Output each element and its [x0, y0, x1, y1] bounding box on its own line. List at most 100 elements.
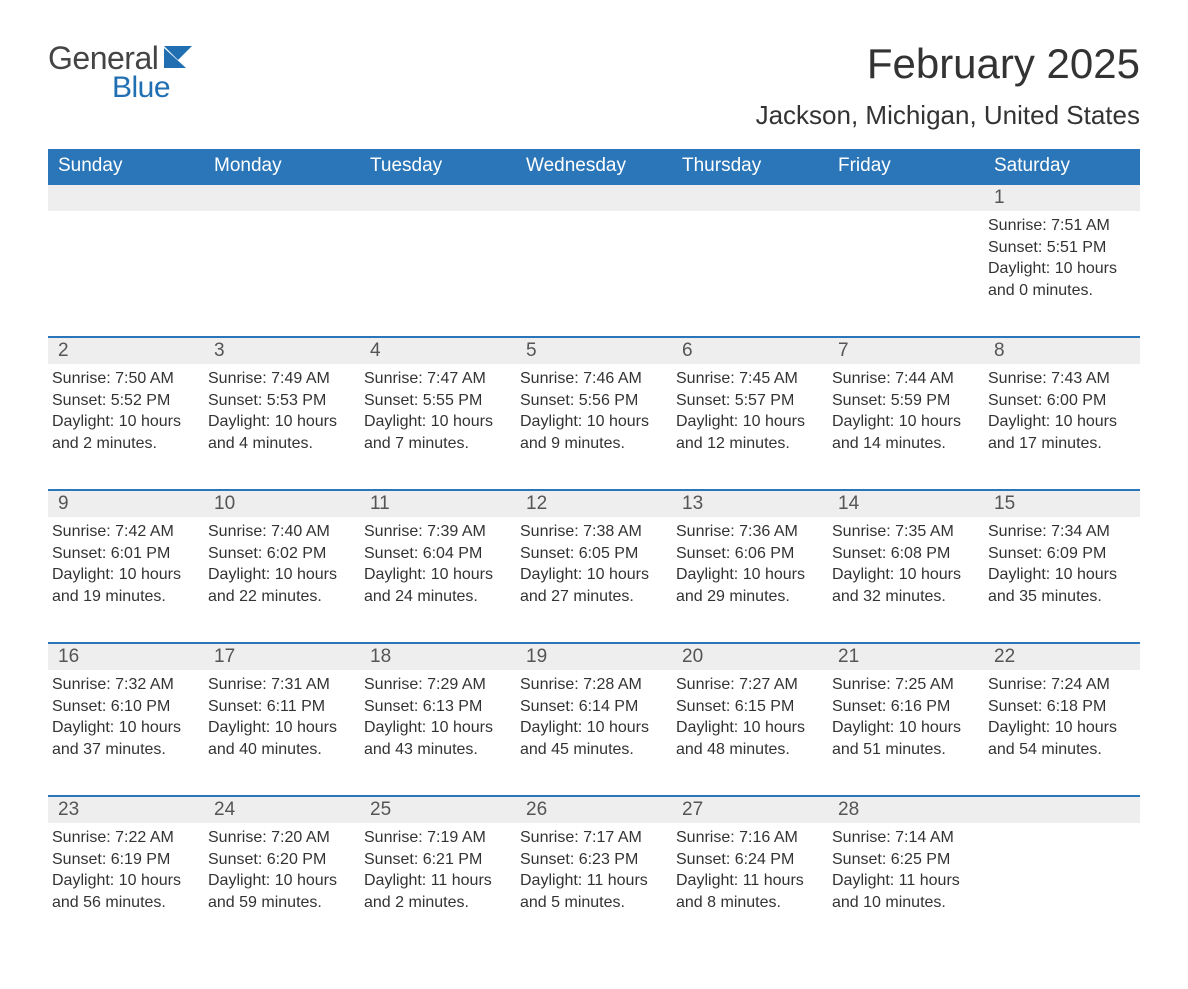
day-number-cell: 8 — [984, 337, 1140, 364]
day-body-cell: Sunrise: 7:32 AMSunset: 6:10 PMDaylight:… — [48, 670, 204, 796]
day-body-cell — [828, 211, 984, 337]
sunrise-line: Sunrise: 7:22 AM — [52, 827, 194, 849]
day-number-cell — [204, 184, 360, 211]
sunrise-line: Sunrise: 7:40 AM — [208, 521, 350, 543]
day-number-cell — [672, 184, 828, 211]
sunset-line: Sunset: 6:14 PM — [520, 696, 662, 718]
weekday-header: Friday — [828, 149, 984, 184]
sunrise-line: Sunrise: 7:32 AM — [52, 674, 194, 696]
day-body-cell: Sunrise: 7:14 AMSunset: 6:25 PMDaylight:… — [828, 823, 984, 949]
day-body-cell: Sunrise: 7:47 AMSunset: 5:55 PMDaylight:… — [360, 364, 516, 490]
daylight-line: Daylight: 11 hours and 2 minutes. — [364, 870, 506, 913]
day-number-cell: 5 — [516, 337, 672, 364]
day-number-cell — [516, 184, 672, 211]
day-number-cell: 27 — [672, 796, 828, 823]
daylight-line: Daylight: 10 hours and 48 minutes. — [676, 717, 818, 760]
sunset-line: Sunset: 6:25 PM — [832, 849, 974, 871]
day-number-cell: 28 — [828, 796, 984, 823]
sunset-line: Sunset: 6:19 PM — [52, 849, 194, 871]
daylight-line: Daylight: 10 hours and 0 minutes. — [988, 258, 1130, 301]
day-number-cell — [984, 796, 1140, 823]
sunset-line: Sunset: 6:24 PM — [676, 849, 818, 871]
sunrise-line: Sunrise: 7:27 AM — [676, 674, 818, 696]
sunset-line: Sunset: 6:23 PM — [520, 849, 662, 871]
day-body-cell: Sunrise: 7:50 AMSunset: 5:52 PMDaylight:… — [48, 364, 204, 490]
daylight-line: Daylight: 10 hours and 14 minutes. — [832, 411, 974, 454]
daylight-line: Daylight: 10 hours and 45 minutes. — [520, 717, 662, 760]
day-number-cell — [828, 184, 984, 211]
day-number-cell — [360, 184, 516, 211]
day-number-cell: 18 — [360, 643, 516, 670]
day-body-cell: Sunrise: 7:38 AMSunset: 6:05 PMDaylight:… — [516, 517, 672, 643]
sunrise-line: Sunrise: 7:51 AM — [988, 215, 1130, 237]
sunrise-line: Sunrise: 7:38 AM — [520, 521, 662, 543]
daylight-line: Daylight: 10 hours and 43 minutes. — [364, 717, 506, 760]
sunset-line: Sunset: 6:01 PM — [52, 543, 194, 565]
day-body-cell: Sunrise: 7:45 AMSunset: 5:57 PMDaylight:… — [672, 364, 828, 490]
header: General Blue February 2025 Jackson, Mich… — [48, 40, 1140, 131]
day-body-row: Sunrise: 7:32 AMSunset: 6:10 PMDaylight:… — [48, 670, 1140, 796]
sunrise-line: Sunrise: 7:29 AM — [364, 674, 506, 696]
daylight-line: Daylight: 10 hours and 12 minutes. — [676, 411, 818, 454]
day-body-cell: Sunrise: 7:20 AMSunset: 6:20 PMDaylight:… — [204, 823, 360, 949]
day-body-cell: Sunrise: 7:28 AMSunset: 6:14 PMDaylight:… — [516, 670, 672, 796]
day-number-cell: 24 — [204, 796, 360, 823]
sunset-line: Sunset: 6:09 PM — [988, 543, 1130, 565]
daylight-line: Daylight: 10 hours and 24 minutes. — [364, 564, 506, 607]
weekday-header: Sunday — [48, 149, 204, 184]
sunrise-line: Sunrise: 7:50 AM — [52, 368, 194, 390]
sunrise-line: Sunrise: 7:45 AM — [676, 368, 818, 390]
day-number-row: 16171819202122 — [48, 643, 1140, 670]
weekday-header: Tuesday — [360, 149, 516, 184]
day-body-cell: Sunrise: 7:49 AMSunset: 5:53 PMDaylight:… — [204, 364, 360, 490]
sunset-line: Sunset: 6:00 PM — [988, 390, 1130, 412]
day-body-cell: Sunrise: 7:22 AMSunset: 6:19 PMDaylight:… — [48, 823, 204, 949]
daylight-line: Daylight: 10 hours and 32 minutes. — [832, 564, 974, 607]
day-number-cell: 16 — [48, 643, 204, 670]
daylight-line: Daylight: 11 hours and 5 minutes. — [520, 870, 662, 913]
day-body-cell — [516, 211, 672, 337]
month-title: February 2025 — [756, 40, 1140, 88]
daylight-line: Daylight: 10 hours and 27 minutes. — [520, 564, 662, 607]
day-body-cell: Sunrise: 7:29 AMSunset: 6:13 PMDaylight:… — [360, 670, 516, 796]
sunrise-line: Sunrise: 7:20 AM — [208, 827, 350, 849]
daylight-line: Daylight: 10 hours and 19 minutes. — [52, 564, 194, 607]
day-number-row: 232425262728 — [48, 796, 1140, 823]
day-body-cell — [48, 211, 204, 337]
day-body-cell: Sunrise: 7:39 AMSunset: 6:04 PMDaylight:… — [360, 517, 516, 643]
sunrise-line: Sunrise: 7:31 AM — [208, 674, 350, 696]
day-number-cell: 2 — [48, 337, 204, 364]
day-body-cell: Sunrise: 7:17 AMSunset: 6:23 PMDaylight:… — [516, 823, 672, 949]
daylight-line: Daylight: 10 hours and 22 minutes. — [208, 564, 350, 607]
sunrise-line: Sunrise: 7:28 AM — [520, 674, 662, 696]
daylight-line: Daylight: 10 hours and 37 minutes. — [52, 717, 194, 760]
day-number-cell: 21 — [828, 643, 984, 670]
daylight-line: Daylight: 11 hours and 10 minutes. — [832, 870, 974, 913]
sunrise-line: Sunrise: 7:16 AM — [676, 827, 818, 849]
day-number-cell: 25 — [360, 796, 516, 823]
daylight-line: Daylight: 10 hours and 56 minutes. — [52, 870, 194, 913]
day-body-row: Sunrise: 7:51 AMSunset: 5:51 PMDaylight:… — [48, 211, 1140, 337]
sunset-line: Sunset: 5:53 PM — [208, 390, 350, 412]
sunset-line: Sunset: 6:02 PM — [208, 543, 350, 565]
day-body-row: Sunrise: 7:22 AMSunset: 6:19 PMDaylight:… — [48, 823, 1140, 949]
day-number-row: 9101112131415 — [48, 490, 1140, 517]
daylight-line: Daylight: 10 hours and 35 minutes. — [988, 564, 1130, 607]
sunset-line: Sunset: 6:15 PM — [676, 696, 818, 718]
day-body-cell: Sunrise: 7:16 AMSunset: 6:24 PMDaylight:… — [672, 823, 828, 949]
daylight-line: Daylight: 11 hours and 8 minutes. — [676, 870, 818, 913]
day-body-cell: Sunrise: 7:34 AMSunset: 6:09 PMDaylight:… — [984, 517, 1140, 643]
day-number-cell: 13 — [672, 490, 828, 517]
day-number-cell: 11 — [360, 490, 516, 517]
day-number-cell: 7 — [828, 337, 984, 364]
day-number-row: 2345678 — [48, 337, 1140, 364]
title-block: February 2025 Jackson, Michigan, United … — [756, 40, 1140, 131]
sunset-line: Sunset: 6:20 PM — [208, 849, 350, 871]
calendar-table: SundayMondayTuesdayWednesdayThursdayFrid… — [48, 149, 1140, 949]
sunset-line: Sunset: 6:11 PM — [208, 696, 350, 718]
daylight-line: Daylight: 10 hours and 17 minutes. — [988, 411, 1130, 454]
weekday-header: Monday — [204, 149, 360, 184]
day-number-cell: 17 — [204, 643, 360, 670]
sunset-line: Sunset: 5:51 PM — [988, 237, 1130, 259]
sunset-line: Sunset: 5:56 PM — [520, 390, 662, 412]
